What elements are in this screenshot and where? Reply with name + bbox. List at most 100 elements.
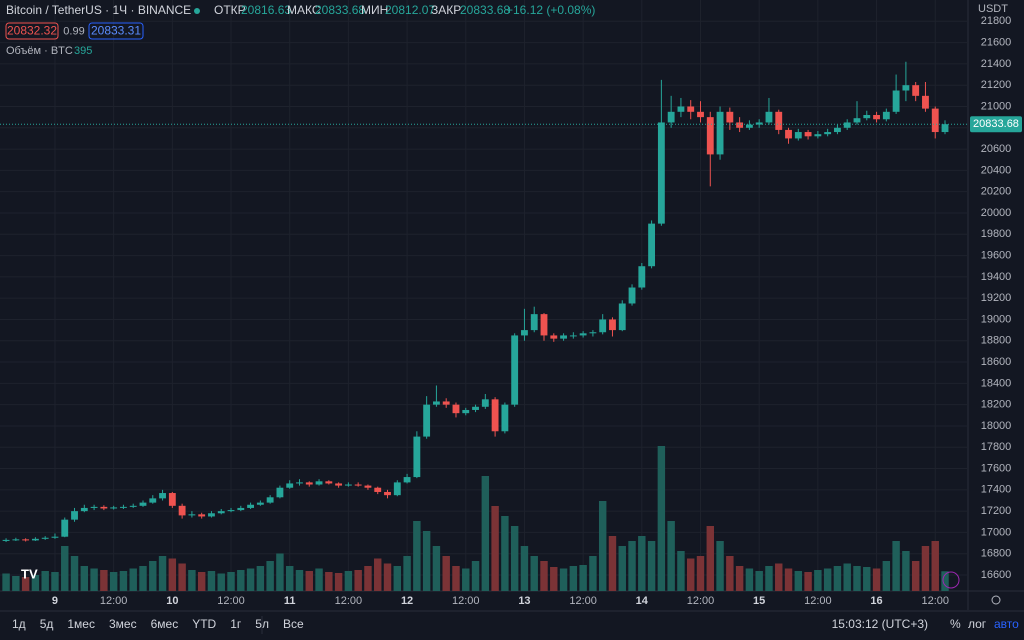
clock: 15:03:12 (UTC+3) xyxy=(832,617,928,631)
candle-body xyxy=(550,335,558,339)
volume-bar xyxy=(735,566,744,591)
volume-bar xyxy=(559,568,568,591)
volume-label: Объём · BTC xyxy=(6,45,73,57)
volume-bar xyxy=(716,541,724,591)
candle-body xyxy=(775,111,783,130)
volume-bar xyxy=(814,570,822,591)
volume-bar xyxy=(51,572,59,591)
candle-body xyxy=(31,538,39,541)
volume-bar xyxy=(12,576,20,591)
candle-body xyxy=(423,404,431,437)
volume-bar xyxy=(266,561,274,591)
volume-bar xyxy=(638,536,646,591)
candle-body xyxy=(618,303,626,331)
x-tick-label: 12:00 xyxy=(687,595,715,607)
candle-body xyxy=(442,401,450,405)
range-button[interactable]: YTD xyxy=(192,617,216,631)
volume-bar xyxy=(344,571,353,591)
candle-body xyxy=(726,111,734,123)
range-button[interactable]: 1г xyxy=(230,617,242,631)
volume-bar xyxy=(843,563,851,591)
volume-bar xyxy=(403,556,411,591)
volume-bar xyxy=(237,570,245,591)
x-tick-label: 15 xyxy=(753,595,765,607)
candle-body xyxy=(745,124,753,128)
auto-toggle[interactable]: авто xyxy=(994,617,1019,631)
candle-body xyxy=(208,513,215,517)
candle-body xyxy=(648,223,656,267)
range-button[interactable]: Все xyxy=(283,617,304,631)
candle-body xyxy=(736,122,744,128)
volume-bar xyxy=(70,556,79,591)
candle-body xyxy=(677,106,685,112)
log-toggle[interactable]: лог xyxy=(968,617,987,631)
candle-body xyxy=(863,115,871,119)
lightning-icon[interactable] xyxy=(942,571,960,589)
range-button[interactable]: 1д xyxy=(12,617,26,631)
candle-body xyxy=(511,335,519,405)
sell-price[interactable]: 20832.32 xyxy=(7,24,57,38)
candle-body xyxy=(217,511,225,514)
range-button[interactable]: 5д xyxy=(40,617,54,631)
candle-body xyxy=(247,504,255,508)
candle-body xyxy=(393,482,401,496)
volume-bar xyxy=(589,556,597,591)
candle-body xyxy=(599,319,607,333)
candle-body xyxy=(198,514,206,517)
ohlc-value: 20812.07 xyxy=(385,3,435,17)
volume-bar xyxy=(755,571,763,591)
buy-box[interactable] xyxy=(88,22,144,40)
volume-bar xyxy=(931,541,939,591)
candle-body xyxy=(110,507,118,509)
candle-body xyxy=(902,85,910,91)
candle-body xyxy=(804,132,812,137)
volume-bar xyxy=(256,566,265,591)
range-button[interactable]: 1мес xyxy=(67,617,95,631)
volume-bar xyxy=(168,558,177,591)
y-tick-label: 21200 xyxy=(981,79,1012,91)
candle-body xyxy=(168,493,176,506)
volume-bar xyxy=(804,572,812,591)
sell-box[interactable] xyxy=(5,22,59,40)
candle-body xyxy=(491,399,499,432)
candle-body xyxy=(697,111,704,118)
x-tick-label: 12:00 xyxy=(921,595,949,607)
volume-bar xyxy=(882,561,891,591)
y-tick-label: 17600 xyxy=(981,462,1012,474)
market-status xyxy=(194,8,200,14)
y-tick-label: 16800 xyxy=(981,548,1012,560)
candle-body xyxy=(80,507,88,512)
y-tick-label: 18000 xyxy=(981,420,1012,432)
candle-body xyxy=(687,106,695,112)
currency[interactable]: USDT xyxy=(978,3,1008,15)
volume-bar xyxy=(833,566,842,591)
candle-body xyxy=(941,124,949,133)
volume-bar xyxy=(305,571,313,591)
range-button[interactable]: 3мес xyxy=(109,617,137,631)
range-button[interactable]: 6мес xyxy=(151,617,179,631)
candle-body xyxy=(178,505,186,516)
settings-icon[interactable] xyxy=(991,595,1001,605)
volume-bar xyxy=(285,566,294,591)
buy-price[interactable]: 20833.31 xyxy=(91,24,141,38)
volume-bar xyxy=(149,561,157,591)
y-tick-label: 19800 xyxy=(981,228,1012,240)
candle-body xyxy=(296,482,303,484)
candle-body xyxy=(501,404,509,432)
volume-bar xyxy=(696,556,705,591)
symbol[interactable]: Bitcoin / TetherUS · 1Ч · BINANCE xyxy=(6,3,191,17)
candle-body xyxy=(609,319,616,331)
candle-body xyxy=(403,477,411,483)
candle-body xyxy=(120,506,127,508)
volume-bar xyxy=(442,556,450,591)
volume-bar xyxy=(109,572,118,591)
candle-body xyxy=(540,314,548,336)
volume-bar xyxy=(41,571,49,591)
volume-bar xyxy=(413,521,421,591)
candle-body xyxy=(12,539,20,541)
volume-bar xyxy=(667,521,675,591)
y-tick-label: 21800 xyxy=(981,15,1012,27)
y-tick-label: 21600 xyxy=(981,37,1012,49)
percent-toggle[interactable]: % xyxy=(950,617,961,631)
y-tick-label: 18800 xyxy=(981,335,1012,347)
